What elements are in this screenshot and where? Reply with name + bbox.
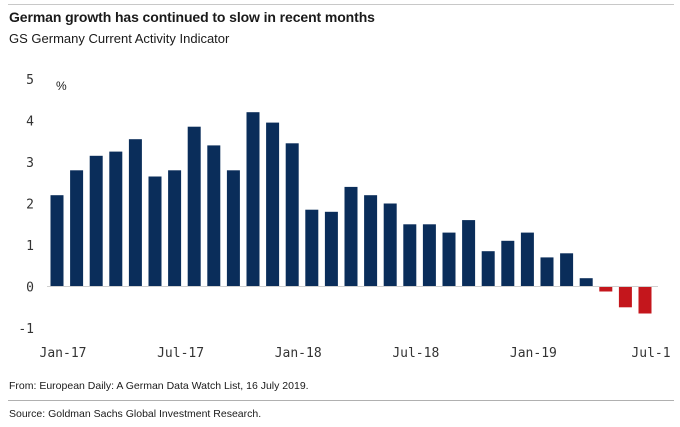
bar-Jul-18 xyxy=(403,224,417,287)
bar-Dec-17 xyxy=(266,122,280,287)
bar-Apr-19 xyxy=(579,278,593,287)
bar-Jun-17 xyxy=(148,176,162,287)
bar-Jun-19 xyxy=(618,286,632,308)
x-tick-label: Jul-18 xyxy=(392,346,439,361)
chart-title: German growth has continued to slow in r… xyxy=(9,9,375,25)
bar-Sep-17 xyxy=(207,145,221,287)
x-tick-label: Jul-17 xyxy=(157,346,204,361)
bar-May-17 xyxy=(128,139,142,287)
bar-Mar-18 xyxy=(324,211,338,287)
bar-May-19 xyxy=(599,286,613,292)
chart-subtitle: GS Germany Current Activity Indicator xyxy=(9,31,230,46)
bar-Nov-17 xyxy=(246,112,260,287)
y-axis-ticks: -1 0 1 2 3 4 5 xyxy=(18,73,34,337)
y-tick-label: 5 xyxy=(26,73,34,88)
bar-Nov-18 xyxy=(481,251,495,287)
bar-Jan-18 xyxy=(285,143,299,287)
bar-Feb-19 xyxy=(540,257,554,287)
x-axis-ticks: Jan-17 Jul-17 Jan-18 Jul-18 Jan-19 Jul-1 xyxy=(40,346,671,361)
bar-Aug-18 xyxy=(422,224,436,287)
bar-Apr-17 xyxy=(109,151,123,287)
bar-Feb-17 xyxy=(70,170,84,287)
y-axis-unit: % xyxy=(56,79,67,93)
bar-Jul-17 xyxy=(168,170,182,287)
bar-series xyxy=(50,112,652,314)
bar-Jan-19 xyxy=(520,232,534,287)
y-tick-label: 1 xyxy=(26,239,34,254)
y-tick-label: 4 xyxy=(26,115,34,130)
y-tick-label: -1 xyxy=(18,322,34,337)
bar-Oct-18 xyxy=(462,220,476,287)
top-rule xyxy=(8,4,674,5)
bar-Oct-17 xyxy=(226,170,240,287)
bar-Jul-19 xyxy=(638,286,652,314)
bar-Feb-18 xyxy=(305,209,319,287)
y-tick-label: 2 xyxy=(26,198,34,213)
y-tick-label: 3 xyxy=(26,156,34,171)
x-tick-label: Jan-19 xyxy=(510,346,557,361)
bar-May-18 xyxy=(364,195,378,287)
bar-Aug-17 xyxy=(187,126,201,287)
bar-Jan-17 xyxy=(50,195,64,287)
source-note: Source: Goldman Sachs Global Investment … xyxy=(9,408,262,420)
from-note: From: European Daily: A German Data Watc… xyxy=(9,380,309,392)
x-tick-label: Jul-1 xyxy=(631,346,670,361)
bar-Mar-17 xyxy=(89,155,103,287)
bar-Mar-19 xyxy=(560,253,574,287)
footer-rule xyxy=(8,400,674,401)
bar-Sep-18 xyxy=(442,232,456,287)
x-tick-label: Jan-18 xyxy=(275,346,322,361)
bar-Jun-18 xyxy=(383,203,397,287)
bar-Dec-18 xyxy=(501,240,515,287)
bar-Apr-18 xyxy=(344,186,358,287)
y-tick-label: 0 xyxy=(26,281,34,296)
x-tick-label: Jan-17 xyxy=(40,346,87,361)
